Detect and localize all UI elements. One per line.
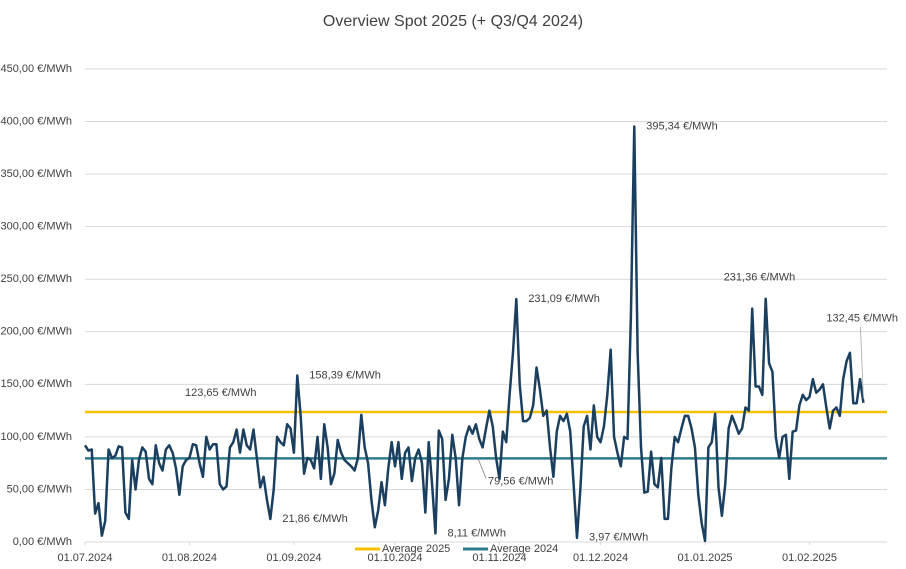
leader-line xyxy=(477,458,487,479)
y-tick-label: 250,00 €/MWh xyxy=(0,273,72,285)
x-tick-label: 01.10.2024 xyxy=(367,552,422,564)
x-tick-label: 01.11.2024 xyxy=(472,552,526,564)
x-tick-label: 01.08.2024 xyxy=(162,552,217,564)
y-tick-label: 50,00 €/MWh xyxy=(7,483,72,495)
y-tick-label: 400,00 €/MWh xyxy=(0,115,72,127)
legend-label: Average 2024 xyxy=(490,543,558,555)
x-tick-label: 01.09.2024 xyxy=(266,552,321,564)
y-tick-label: 0,00 €/MWh xyxy=(13,536,72,548)
y-tick-label: 100,00 €/MWh xyxy=(0,431,72,443)
annotation: 21,86 €/MWh xyxy=(282,513,347,525)
legend-label: Average 2025 xyxy=(382,543,450,555)
annotation: 231,09 €/MWh xyxy=(528,293,600,305)
annotation: 158,39 €/MWh xyxy=(309,369,381,381)
annotation: 231,36 €/MWh xyxy=(724,272,796,284)
leader-line xyxy=(860,326,864,399)
y-tick-label: 300,00 €/MWh xyxy=(0,221,72,233)
annotation: 132,45 €/MWh xyxy=(826,313,898,325)
reference-label: 123,65 €/MWh xyxy=(185,387,257,399)
y-tick-label: 150,00 €/MWh xyxy=(0,378,72,390)
y-tick-label: 350,00 €/MWh xyxy=(0,168,72,180)
annotation: 8,11 €/MWh xyxy=(447,527,506,539)
reference-label: 79,56 €/MWh xyxy=(488,475,553,487)
annotation: 395,34 €/MWh xyxy=(646,120,718,132)
y-tick-label: 200,00 €/MWh xyxy=(0,326,72,338)
x-tick-label: 01.07.2024 xyxy=(57,552,112,564)
chart-title: Overview Spot 2025 (+ Q3/Q4 2024) xyxy=(323,13,583,30)
x-tick-label: 01.02.2025 xyxy=(782,552,837,564)
annotation: 3,97 €/MWh xyxy=(589,532,648,544)
x-tick-label: 01.01.2025 xyxy=(678,552,733,564)
x-tick-label: 01.12.2024 xyxy=(573,552,628,564)
y-tick-label: 450,00 €/MWh xyxy=(0,63,72,75)
data-line xyxy=(83,125,865,543)
